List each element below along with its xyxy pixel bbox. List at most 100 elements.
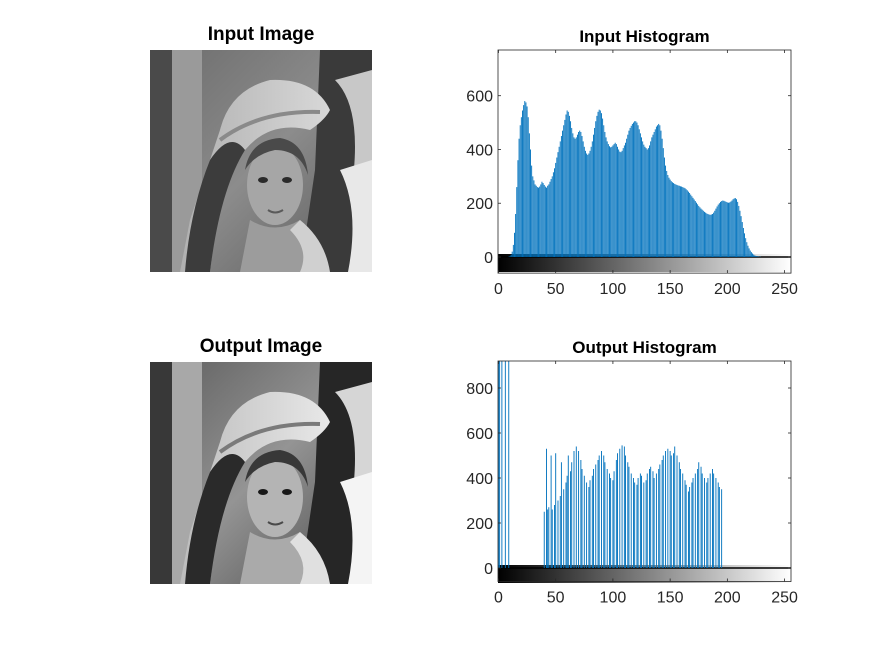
histogram-bar	[749, 250, 751, 257]
histogram-bar	[528, 133, 530, 257]
histogram-bar	[512, 244, 514, 257]
histogram-bar	[578, 131, 580, 257]
histogram-bar	[579, 130, 581, 257]
histogram-bar	[522, 110, 523, 257]
grayscale-colorbar	[498, 565, 791, 583]
histogram-bar	[721, 201, 723, 257]
histogram-bar	[756, 256, 758, 257]
histogram-bar	[526, 106, 528, 257]
histogram-bar	[701, 209, 703, 257]
histogram-bar	[724, 201, 726, 257]
histogram-bar	[747, 245, 749, 257]
histogram-bar	[753, 254, 755, 257]
histogram-bar	[700, 208, 702, 257]
histogram-bar	[604, 131, 606, 257]
histogram-bar	[563, 489, 565, 568]
input-image-title: Input Image	[207, 24, 315, 45]
axes-frame	[497, 360, 792, 582]
x-tick-label: 50	[547, 590, 565, 607]
histogram-bar	[519, 125, 521, 257]
histogram-bar	[567, 455, 569, 568]
bars	[508, 101, 762, 257]
histogram-bar	[686, 190, 688, 257]
histogram-bar	[611, 146, 613, 257]
histogram-bar	[609, 146, 610, 257]
histogram-bar	[678, 462, 680, 568]
histogram-bar	[515, 213, 517, 257]
histogram-bar	[679, 186, 681, 257]
histogram-bar	[673, 183, 675, 257]
histogram-bar	[661, 460, 663, 568]
histogram-bar	[559, 141, 561, 257]
histogram-bar	[673, 453, 675, 568]
histogram-bar	[508, 361, 510, 568]
histogram-bar	[578, 451, 580, 568]
output-image-title: Output Image	[199, 336, 323, 357]
histogram-bar	[652, 134, 654, 257]
histogram-bar	[619, 151, 621, 257]
histogram-bar	[676, 184, 678, 257]
histogram-bar	[682, 187, 684, 257]
histogram-bar	[557, 152, 559, 257]
histogram-bar	[643, 144, 645, 257]
histogram-bar	[669, 451, 671, 568]
histogram-bar	[650, 141, 652, 257]
histogram-bar	[713, 212, 715, 257]
histogram-bar	[549, 181, 551, 257]
histogram-bar	[583, 146, 585, 257]
histogram-bar	[655, 473, 657, 568]
x-tick-label: 150	[657, 281, 684, 298]
histogram-bar	[665, 165, 667, 257]
histogram-bar	[580, 131, 582, 257]
x-tick-label: 100	[600, 281, 627, 298]
histogram-bar	[613, 471, 615, 568]
histogram-bar	[737, 201, 739, 257]
histogram-bar	[744, 233, 745, 257]
histogram-bar	[702, 210, 704, 257]
histogram-bar	[540, 184, 542, 257]
histogram-bar	[591, 475, 593, 568]
output-image	[150, 362, 372, 584]
histogram-bar	[610, 147, 612, 257]
histogram-bar	[504, 361, 506, 568]
histogram-bar	[739, 210, 741, 257]
histogram-bar	[658, 123, 660, 257]
histogram-bar	[699, 207, 701, 257]
histogram-bar	[518, 138, 520, 257]
histogram-bar	[618, 149, 620, 257]
histogram-bar	[583, 475, 585, 568]
histogram-bar	[706, 482, 708, 568]
histogram-bar	[599, 110, 601, 257]
histogram-bar	[580, 460, 582, 568]
histogram-bar	[717, 482, 719, 568]
histogram-bar	[641, 475, 642, 568]
histogram-bar	[593, 134, 594, 257]
histogram-bar	[556, 157, 558, 257]
histogram-bar	[596, 115, 598, 257]
histogram-bar	[704, 211, 705, 257]
histogram-bar	[524, 101, 526, 257]
histogram-bar	[573, 451, 575, 568]
histogram-bar	[620, 152, 622, 257]
histogram-bar	[709, 214, 711, 257]
histogram-bar	[499, 361, 501, 568]
histogram-title: Input Histogram	[579, 27, 709, 46]
histogram-bar	[630, 473, 632, 568]
histogram-bar	[721, 489, 723, 568]
histogram-bar	[698, 205, 700, 257]
histogram-bar	[634, 482, 636, 568]
histogram-bar	[539, 186, 541, 257]
histogram-bar	[609, 473, 610, 568]
histogram-bar	[572, 133, 574, 257]
histogram-bar	[684, 480, 686, 568]
histogram-bar	[646, 149, 648, 257]
histogram-bar	[546, 448, 547, 568]
grayscale-colorbar	[498, 254, 791, 272]
histogram-bar	[520, 117, 522, 257]
histogram-bar	[674, 183, 676, 257]
input-image	[150, 50, 372, 272]
histogram-bar	[748, 248, 750, 257]
histogram-bar	[587, 154, 589, 257]
y-tick-label: 600	[466, 426, 493, 443]
histogram-bar	[575, 446, 577, 568]
